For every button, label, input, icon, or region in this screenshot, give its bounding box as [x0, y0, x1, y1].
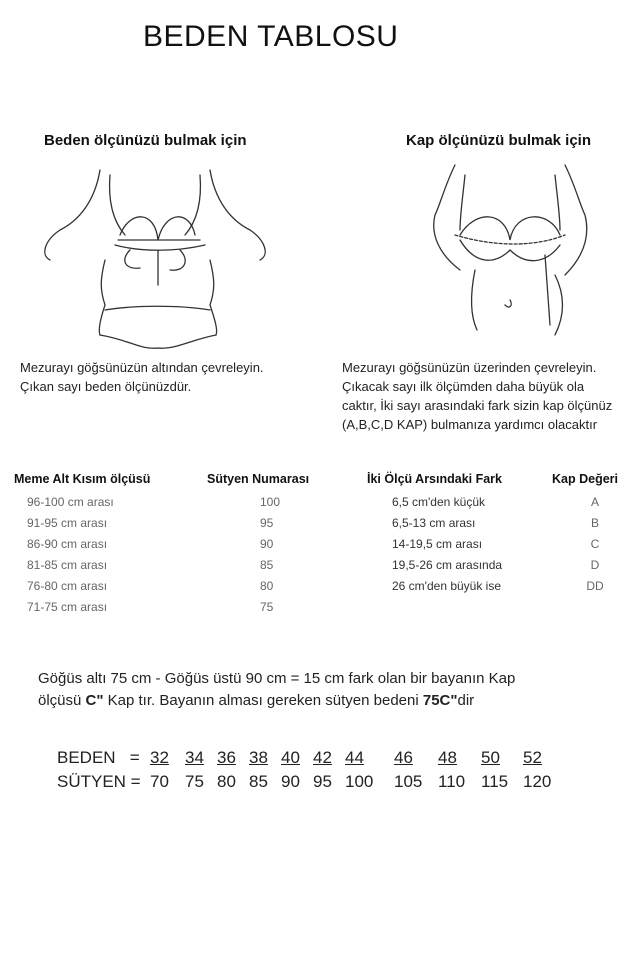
instruction-line: Mezurayı göğsünüzün altından çevreleyin. [20, 360, 264, 375]
table-cell: 6,5 cm'den küçük [392, 495, 486, 509]
sutyen-value: 75 [185, 772, 204, 791]
size-conversion: BEDEN = SÜTYEN = 32 70 34 75 36 80 38 85 40 90 42 9… [0, 746, 640, 806]
beden-value: 50 [481, 748, 500, 767]
table-cell: 26 cm'den büyük ise [392, 579, 502, 593]
example-text: Göğüs altı 75 cm - Göğüs üstü 90 cm = 15… [38, 668, 515, 712]
table-cell: 81-85 cm arası [27, 558, 108, 572]
sutyen-value: 115 [481, 772, 509, 791]
table-cell: 86-90 cm arası [27, 537, 108, 551]
example-size: 75C" [422, 692, 458, 709]
table-cell: 76-80 cm arası [27, 579, 108, 593]
sutyen-label: SÜTYEN = [57, 772, 141, 791]
table-cell: 14-19,5 cm arası [392, 537, 483, 551]
instruction-line: Mezurayı göğsünüzün üzerinden çevreleyin… [342, 360, 597, 375]
beden-value: 40 [281, 748, 300, 767]
sutyen-value: 70 [150, 772, 169, 791]
cup-column: A B C D DD [584, 492, 606, 597]
table-cell: 95 [260, 516, 274, 530]
table-cell: 80 [260, 579, 274, 593]
difference-column: 6,5 cm'den küçük 6,5-13 cm arası 14-19,5… [392, 492, 502, 597]
sutyen-value: 95 [313, 772, 332, 791]
beden-value: 32 [150, 748, 169, 767]
sutyen-value: 105 [394, 772, 423, 791]
sutyen-value: 85 [249, 772, 268, 791]
table-cell: 91-95 cm arası [27, 516, 108, 530]
instruction-line: caktır, İki sayı arasındaki fark sizin k… [342, 398, 613, 413]
table-cell: D [590, 558, 600, 572]
left-section-heading: Beden ölçünüzü bulmak için [44, 132, 247, 149]
beden-value: 52 [523, 748, 542, 767]
sutyen-value: 120 [523, 772, 552, 791]
over-bust-measure-illustration [433, 164, 588, 336]
beden-label: BEDEN = [57, 748, 140, 767]
table-cell: 75 [260, 600, 274, 614]
example-text-part: dir [457, 692, 475, 709]
left-instructions: Mezurayı göğsünüzün altından çevreleyin.… [20, 358, 264, 396]
beden-value: 36 [217, 748, 236, 767]
example-line: Göğüs altı 75 cm - Göğüs üstü 90 cm = 15… [38, 670, 516, 687]
under-bust-column: 96-100 cm arası 91-95 cm arası 86-90 cm … [27, 492, 114, 618]
instruction-line: Çıkacak sayı ilk ölçümden daha büyük ola [342, 379, 585, 394]
beden-value: 46 [394, 748, 413, 767]
table-header-under-bust: Meme Alt Kısım ölçüsü [14, 472, 151, 486]
table-cell: 90 [260, 537, 274, 551]
beden-value: 42 [313, 748, 332, 767]
sutyen-value: 100 [345, 772, 374, 791]
example-line: ölçüsü C" Kap tır. Bayanın alması gereke… [38, 690, 515, 712]
table-cell: 100 [260, 495, 281, 509]
table-header-difference: İki Ölçü Arsındaki Fark [367, 472, 503, 486]
table-header-cup: Kap Değeri [552, 472, 618, 486]
sutyen-value: 80 [217, 772, 236, 791]
example-text-part: ölçüsü [38, 692, 86, 709]
example-text-part: Kap tır. Bayanın alması gereken sütyen b… [103, 692, 423, 709]
table-cell: A [590, 495, 599, 509]
sutyen-value: 90 [281, 772, 300, 791]
table-cell: C [590, 537, 600, 551]
beden-value: 44 [345, 748, 364, 767]
page-title: BEDEN TABLOSU [143, 20, 399, 53]
instruction-line: Çıkan sayı beden ölçünüzdür. [20, 379, 192, 394]
example-cup: C" [85, 692, 104, 709]
table-cell: 19,5-26 cm arasında [392, 558, 503, 572]
right-section-heading: Kap ölçünüzü bulmak için [406, 132, 592, 149]
sutyen-value: 110 [438, 772, 466, 791]
bra-number-column: 100 95 90 85 80 75 [260, 492, 280, 618]
beden-value: 38 [249, 748, 268, 767]
table-cell: DD [586, 579, 604, 593]
table-cell: 96-100 cm arası [27, 495, 114, 509]
table-cell: 85 [260, 558, 274, 572]
under-bust-measure-illustration [44, 169, 266, 349]
beden-value: 34 [185, 748, 204, 767]
table-cell: 6,5-13 cm arası [392, 516, 476, 530]
table-header-bra-number: Sütyen Numarası [207, 472, 310, 486]
beden-value: 48 [438, 748, 457, 767]
instruction-line: (A,B,C,D KAP) bulmanıza yardımcı olacakt… [342, 417, 598, 432]
table-cell: 71-75 cm arası [27, 600, 108, 614]
table-cell: B [590, 516, 599, 530]
right-instructions: Mezurayı göğsünüzün üzerinden çevreleyin… [342, 358, 612, 434]
